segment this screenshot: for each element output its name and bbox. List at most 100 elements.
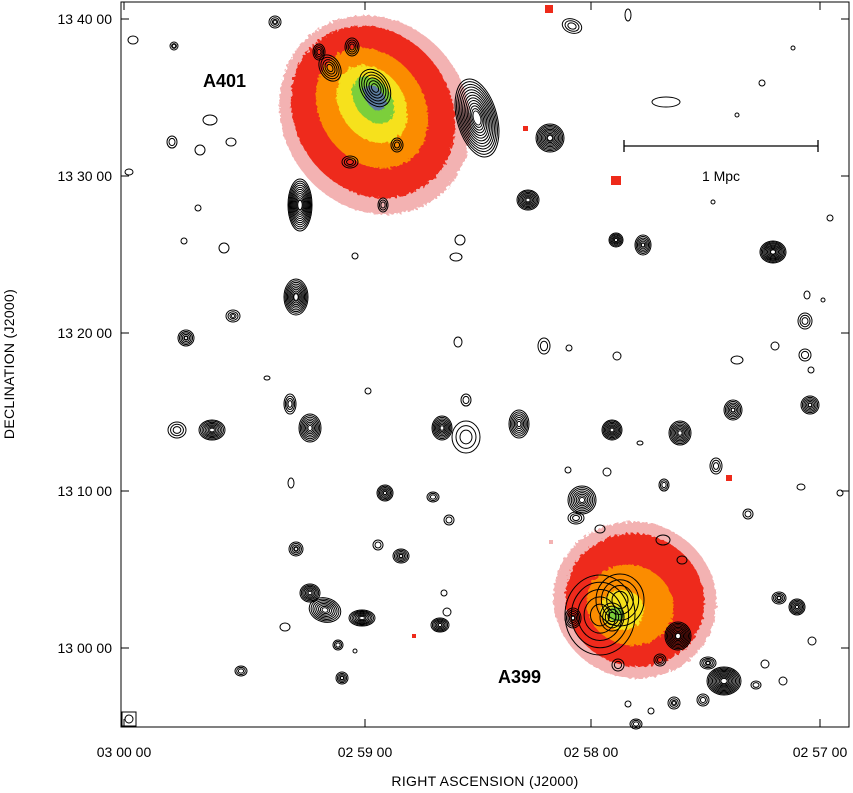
radio-source-contour — [377, 197, 389, 213]
radio-source-contour — [668, 420, 692, 446]
radio-source-contour — [449, 252, 463, 262]
radio-source-contour — [706, 666, 742, 696]
radio-source-contour — [127, 35, 139, 45]
radio-source-contour — [750, 680, 762, 690]
radio-source-contour — [308, 597, 342, 623]
radio-source-contour — [612, 351, 622, 361]
radio-source-contour — [561, 18, 583, 34]
radio-source-contour — [335, 671, 349, 685]
radio-source-contour — [710, 199, 716, 205]
radio-source-contour — [442, 607, 452, 617]
radio-source-contour — [225, 137, 237, 147]
cluster-label-a399: A399 — [498, 667, 541, 687]
radio-source-contour — [443, 514, 455, 526]
y-tick-label: 13 10 00 — [58, 483, 113, 499]
x-tick-label: 02 59 00 — [338, 744, 393, 760]
radio-source-contour — [636, 440, 644, 446]
radio-source-contour — [352, 648, 358, 654]
radio-source-contour — [299, 583, 321, 603]
radio-source-contour — [565, 344, 573, 352]
x-tick-label: 02 58 00 — [564, 744, 619, 760]
radio-source-contour — [647, 707, 655, 715]
radio-source-contour — [508, 409, 530, 439]
radio-source-contour — [440, 589, 448, 597]
y-tick-label: 13 00 00 — [58, 640, 113, 656]
radio-source-contour — [283, 278, 309, 316]
xray-point-sources — [412, 5, 732, 638]
radio-source-contour — [699, 656, 717, 670]
radio-source-contour — [800, 395, 820, 415]
radio-source-contour — [836, 489, 844, 497]
radio-source-contour — [602, 467, 612, 477]
radio-source-contour — [807, 636, 817, 646]
radio-source-contour — [279, 622, 291, 632]
radio-source-contour — [167, 421, 187, 439]
radio-source-contour — [826, 214, 834, 222]
axis-ticks — [121, 2, 849, 727]
radio-source-contour — [288, 541, 304, 557]
radio-source-contour — [372, 539, 384, 551]
radio-source-contour — [624, 700, 632, 708]
radio-source-contour — [177, 329, 195, 347]
radio-source-contour — [312, 43, 326, 61]
radio-source-contour — [451, 420, 481, 454]
radio-source-contour — [358, 68, 392, 108]
x-tick-label: 03 00 00 — [97, 744, 152, 760]
radio-source-contour — [651, 96, 681, 108]
radio-source-contour — [198, 419, 226, 441]
radio-source-contour — [344, 37, 360, 57]
radio-source-contour — [655, 534, 671, 546]
radio-source-contour — [608, 232, 624, 248]
radio-source-contour — [667, 696, 681, 710]
radio-source-contour — [734, 112, 740, 118]
y-tick-label: 13 20 00 — [58, 325, 113, 341]
radio-source-contour — [595, 573, 645, 627]
radio-source-contour — [180, 237, 188, 245]
radio-source-contour — [788, 598, 806, 616]
radio-source-contour — [820, 297, 826, 303]
radio-source-contour — [564, 607, 582, 629]
radio-source-contour — [218, 242, 230, 254]
radio-source-contour — [348, 609, 376, 627]
radio-source-contour — [798, 348, 812, 362]
y-tick-label: 13 30 00 — [58, 168, 113, 184]
radio-source-contour — [376, 484, 394, 502]
radio-source-contour — [723, 399, 743, 421]
radio-source-contour — [778, 676, 788, 686]
radio-source-contour — [364, 387, 372, 395]
radio-source-contour — [225, 309, 241, 323]
cluster-label-a401: A401 — [203, 71, 246, 91]
radio-source-contour — [709, 457, 723, 475]
radio-source-contour — [653, 653, 667, 667]
radio-source-contour — [759, 240, 787, 264]
radio-source-contour — [601, 419, 623, 441]
radio-source-contour — [676, 555, 688, 565]
radio-source-contour — [771, 591, 787, 605]
radio-source-contour — [202, 114, 218, 126]
radio-source-contour — [535, 123, 565, 153]
scale-bar: 1 Mpc — [623, 140, 819, 184]
radio-source-contour — [564, 466, 572, 474]
xray-emission-a401 — [279, 15, 471, 215]
radio-source-contour — [341, 155, 359, 169]
radio-source-contour — [454, 78, 500, 158]
radio-source-contour — [430, 617, 450, 633]
radio-source-contour — [796, 483, 806, 491]
radio-source-contour — [730, 355, 744, 365]
radio-source-contour — [426, 491, 440, 503]
radio-source-contour — [453, 336, 463, 348]
radio-source-contour — [629, 718, 643, 730]
radio-source-contour — [760, 659, 770, 669]
radio-source-contour — [516, 189, 540, 211]
radio-source-contour — [790, 45, 796, 51]
radio-source-contour — [807, 366, 815, 374]
radio-source-contour — [634, 234, 652, 256]
radio-source-contour — [658, 478, 670, 492]
radio-source-contour — [169, 41, 179, 51]
radio-source-contour — [390, 137, 404, 153]
radio-source-contour — [234, 665, 248, 677]
radio-source-contour — [742, 508, 754, 520]
radio-source-contour — [287, 477, 295, 489]
x-tick-label: 02 57 00 — [793, 744, 848, 760]
